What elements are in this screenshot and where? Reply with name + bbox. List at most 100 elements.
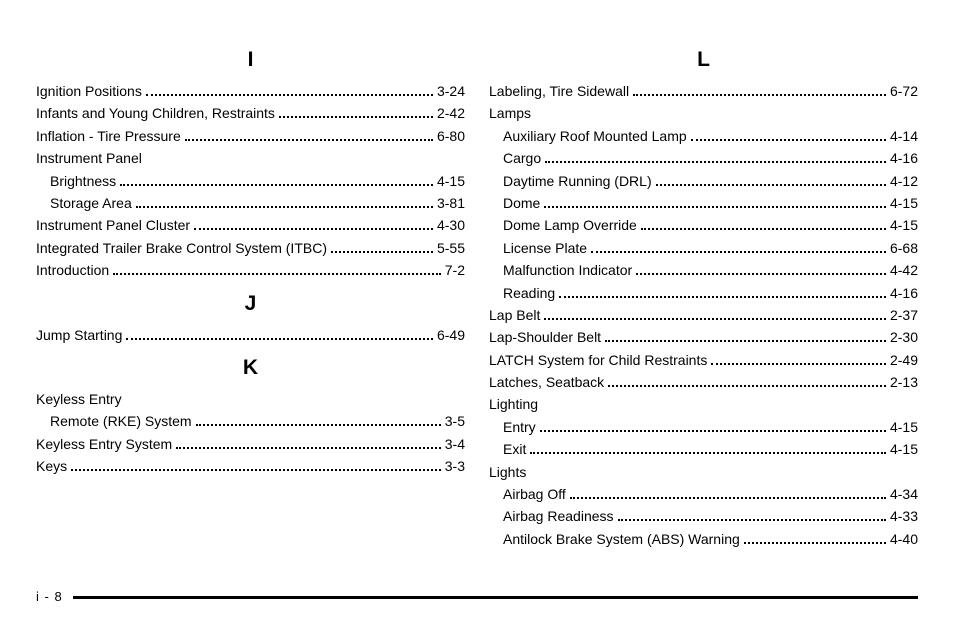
index-entry-label: Ignition Positions bbox=[36, 80, 142, 102]
index-entry-label: Latches, Seatback bbox=[489, 371, 604, 393]
index-entry-page: 2-13 bbox=[890, 371, 918, 393]
section-heading: K bbox=[36, 356, 465, 380]
index-entry-label: Antilock Brake System (ABS) Warning bbox=[503, 528, 740, 550]
index-entry-page: 2-49 bbox=[890, 349, 918, 371]
index-leader bbox=[633, 94, 886, 96]
index-entry-page: 4-16 bbox=[890, 147, 918, 169]
page-number: i - 8 bbox=[36, 589, 73, 604]
index-entry: Dome4-15 bbox=[489, 192, 918, 214]
index-entry: Dome Lamp Override4-15 bbox=[489, 214, 918, 236]
index-group-heading: Keyless Entry bbox=[36, 388, 465, 410]
section-heading: J bbox=[36, 292, 465, 316]
index-entry-label: Cargo bbox=[503, 147, 541, 169]
index-entry-page: 4-42 bbox=[890, 259, 918, 281]
index-entry-label: Lap-Shoulder Belt bbox=[489, 326, 601, 348]
index-leader bbox=[711, 363, 886, 365]
index-entry-label: Jump Starting bbox=[36, 324, 122, 346]
index-entry: Airbag Off 4-34 bbox=[489, 483, 918, 505]
index-entry-label: Daytime Running (DRL) bbox=[503, 170, 652, 192]
index-entry-page: 3-3 bbox=[445, 455, 465, 477]
index-entry-label: Airbag Readiness bbox=[503, 505, 614, 527]
index-entry: Lap-Shoulder Belt 2-30 bbox=[489, 326, 918, 348]
index-leader bbox=[608, 385, 886, 387]
index-entry-page: 7-2 bbox=[445, 259, 465, 281]
index-entry-page: 4-14 bbox=[890, 125, 918, 147]
index-leader bbox=[113, 273, 441, 275]
index-entry-label: Keyless Entry System bbox=[36, 433, 172, 455]
index-entry: Inflation - Tire Pressure6-80 bbox=[36, 125, 465, 147]
index-entry-label: Introduction bbox=[36, 259, 109, 281]
index-group-heading: Instrument Panel bbox=[36, 147, 465, 169]
section-heading: I bbox=[36, 48, 465, 72]
index-entry-label: Brightness bbox=[50, 170, 116, 192]
index-entry: Malfunction Indicator 4-42 bbox=[489, 259, 918, 281]
index-entry: Storage Area 3-81 bbox=[36, 192, 465, 214]
index-entry-label: Keys bbox=[36, 455, 67, 477]
index-entry-page: 4-33 bbox=[890, 505, 918, 527]
index-entry: Daytime Running (DRL)4-12 bbox=[489, 170, 918, 192]
index-entry-label: LATCH System for Child Restraints bbox=[489, 349, 707, 371]
index-entry-label: Instrument Panel Cluster bbox=[36, 214, 190, 236]
index-entry-label: Malfunction Indicator bbox=[503, 259, 632, 281]
index-entry: Auxiliary Roof Mounted Lamp 4-14 bbox=[489, 125, 918, 147]
index-leader bbox=[605, 340, 886, 342]
index-leader bbox=[744, 542, 886, 544]
index-leader bbox=[591, 251, 886, 253]
index-leader bbox=[331, 251, 433, 253]
index-entry-page: 2-30 bbox=[890, 326, 918, 348]
index-entry-label: Labeling, Tire Sidewall bbox=[489, 80, 629, 102]
index-entry: Antilock Brake System (ABS) Warning 4-40 bbox=[489, 528, 918, 550]
index-leader bbox=[196, 424, 441, 426]
index-entry: Brightness 4-15 bbox=[36, 170, 465, 192]
index-entry-label: License Plate bbox=[503, 237, 587, 259]
index-entry: Infants and Young Children, Restraints2-… bbox=[36, 102, 465, 124]
index-entry-label: Auxiliary Roof Mounted Lamp bbox=[503, 125, 687, 147]
index-entry-page: 4-34 bbox=[890, 483, 918, 505]
index-entry-label: Remote (RKE) System bbox=[50, 410, 192, 432]
index-leader bbox=[126, 338, 433, 340]
index-entry: Ignition Positions3-24 bbox=[36, 80, 465, 102]
index-entry: License Plate 6-68 bbox=[489, 237, 918, 259]
index-leader bbox=[540, 430, 886, 432]
index-leader bbox=[545, 161, 886, 163]
section-heading: L bbox=[489, 48, 918, 72]
index-entry-page: 4-40 bbox=[890, 528, 918, 550]
index-entry-page: 2-37 bbox=[890, 304, 918, 326]
index-entry-label: Airbag Off bbox=[503, 483, 566, 505]
index-entry-page: 4-16 bbox=[890, 282, 918, 304]
index-leader bbox=[618, 519, 886, 521]
index-leader bbox=[279, 116, 433, 118]
index-entry: Exit4-15 bbox=[489, 438, 918, 460]
index-leader bbox=[544, 318, 886, 320]
index-entry: Entry 4-15 bbox=[489, 416, 918, 438]
index-entry: Remote (RKE) System3-5 bbox=[36, 410, 465, 432]
index-entry-label: Entry bbox=[503, 416, 536, 438]
index-entry-page: 6-72 bbox=[890, 80, 918, 102]
index-leader bbox=[71, 469, 441, 471]
index-entry-page: 4-15 bbox=[437, 170, 465, 192]
index-entry-page: 2-42 bbox=[437, 102, 465, 124]
index-entry: Cargo 4-16 bbox=[489, 147, 918, 169]
index-entry: Airbag Readiness 4-33 bbox=[489, 505, 918, 527]
index-leader bbox=[120, 184, 433, 186]
page-footer: i - 8 bbox=[36, 589, 918, 604]
index-leader bbox=[570, 497, 886, 499]
index-entry-page: 3-4 bbox=[445, 433, 465, 455]
index-entry: Integrated Trailer Brake Control System … bbox=[36, 237, 465, 259]
index-entry: Introduction 7-2 bbox=[36, 259, 465, 281]
index-entry: Latches, Seatback 2-13 bbox=[489, 371, 918, 393]
index-entry-label: Dome bbox=[503, 192, 540, 214]
left-column: I Ignition Positions3-24Infants and Young… bbox=[36, 38, 465, 550]
index-leader bbox=[530, 452, 886, 454]
index-entry-page: 3-81 bbox=[437, 192, 465, 214]
footer-rule bbox=[73, 596, 918, 599]
index-group-heading: Lights bbox=[489, 461, 918, 483]
index-leader bbox=[656, 184, 886, 186]
index-page: I Ignition Positions3-24Infants and Young… bbox=[0, 0, 954, 550]
index-leader bbox=[176, 447, 441, 449]
index-entry-label: Storage Area bbox=[50, 192, 132, 214]
index-leader bbox=[146, 94, 433, 96]
index-entry-page: 4-15 bbox=[890, 416, 918, 438]
index-entry-page: 6-49 bbox=[437, 324, 465, 346]
index-entry-page: 6-68 bbox=[890, 237, 918, 259]
